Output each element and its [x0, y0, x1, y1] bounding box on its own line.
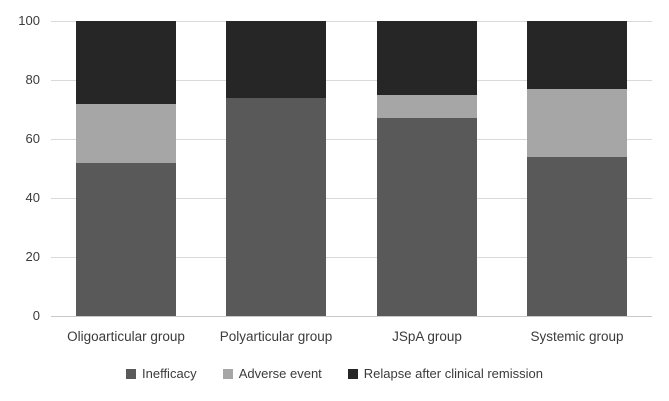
y-tick-label-0: 0: [32, 308, 40, 323]
x-category-label-jspa: JSpA group: [392, 329, 462, 344]
legend-item-relapse-after-clinical-remission: Relapse after clinical remission: [347, 366, 543, 381]
legend-item-inefficacy: Inefficacy: [126, 366, 197, 381]
y-tick-label-40: 40: [25, 190, 40, 205]
y-tick-label-80: 80: [25, 72, 40, 87]
gridline-40: [51, 198, 652, 199]
y-tick-label-100: 100: [18, 13, 40, 28]
gridline-100: [51, 21, 652, 22]
bar-segment-jspa-adverse-event: [377, 94, 477, 119]
bar-segment-polyarticular-inefficacy: [226, 97, 326, 316]
y-tick-label-20: 20: [25, 249, 40, 264]
legend-label: Adverse event: [238, 366, 322, 381]
x-category-label-polyarticular: Polyarticular group: [219, 329, 333, 344]
legend-label: Relapse after clinical remission: [363, 366, 543, 381]
legend: Inefficacy Adverse event Relapse after cli…: [0, 366, 669, 381]
bar-segment-jspa-relapse-after-clinical-remission: [377, 21, 477, 95]
bar-segment-systemic-inefficacy: [527, 156, 627, 316]
bar-segment-systemic-adverse-event: [527, 88, 627, 157]
gridline-20: [51, 257, 652, 258]
bar-segment-oligoarticular-relapse-after-clinical-remission: [76, 21, 176, 104]
gridline-0: [51, 316, 652, 317]
bar-segment-oligoarticular-inefficacy: [76, 162, 176, 316]
y-tick-label-60: 60: [25, 131, 40, 146]
x-category-label-oligoarticular: Oligoarticular group: [67, 329, 185, 344]
bar-segment-oligoarticular-adverse-event: [76, 103, 176, 163]
x-category-label-systemic: Systemic group: [530, 329, 624, 344]
bar-segment-jspa-inefficacy: [377, 118, 477, 316]
legend-item-adverse-event: Adverse event: [222, 366, 322, 381]
bar-segment-polyarticular-relapse-after-clinical-remission: [226, 21, 326, 98]
legend-swatch-icon: [347, 368, 358, 379]
gridline-80: [51, 80, 652, 81]
bar-segment-systemic-relapse-after-clinical-remission: [527, 21, 627, 89]
legend-swatch-icon: [222, 368, 233, 379]
legend-label: Inefficacy: [142, 366, 197, 381]
legend-swatch-icon: [126, 368, 136, 379]
gridline-60: [51, 139, 652, 140]
